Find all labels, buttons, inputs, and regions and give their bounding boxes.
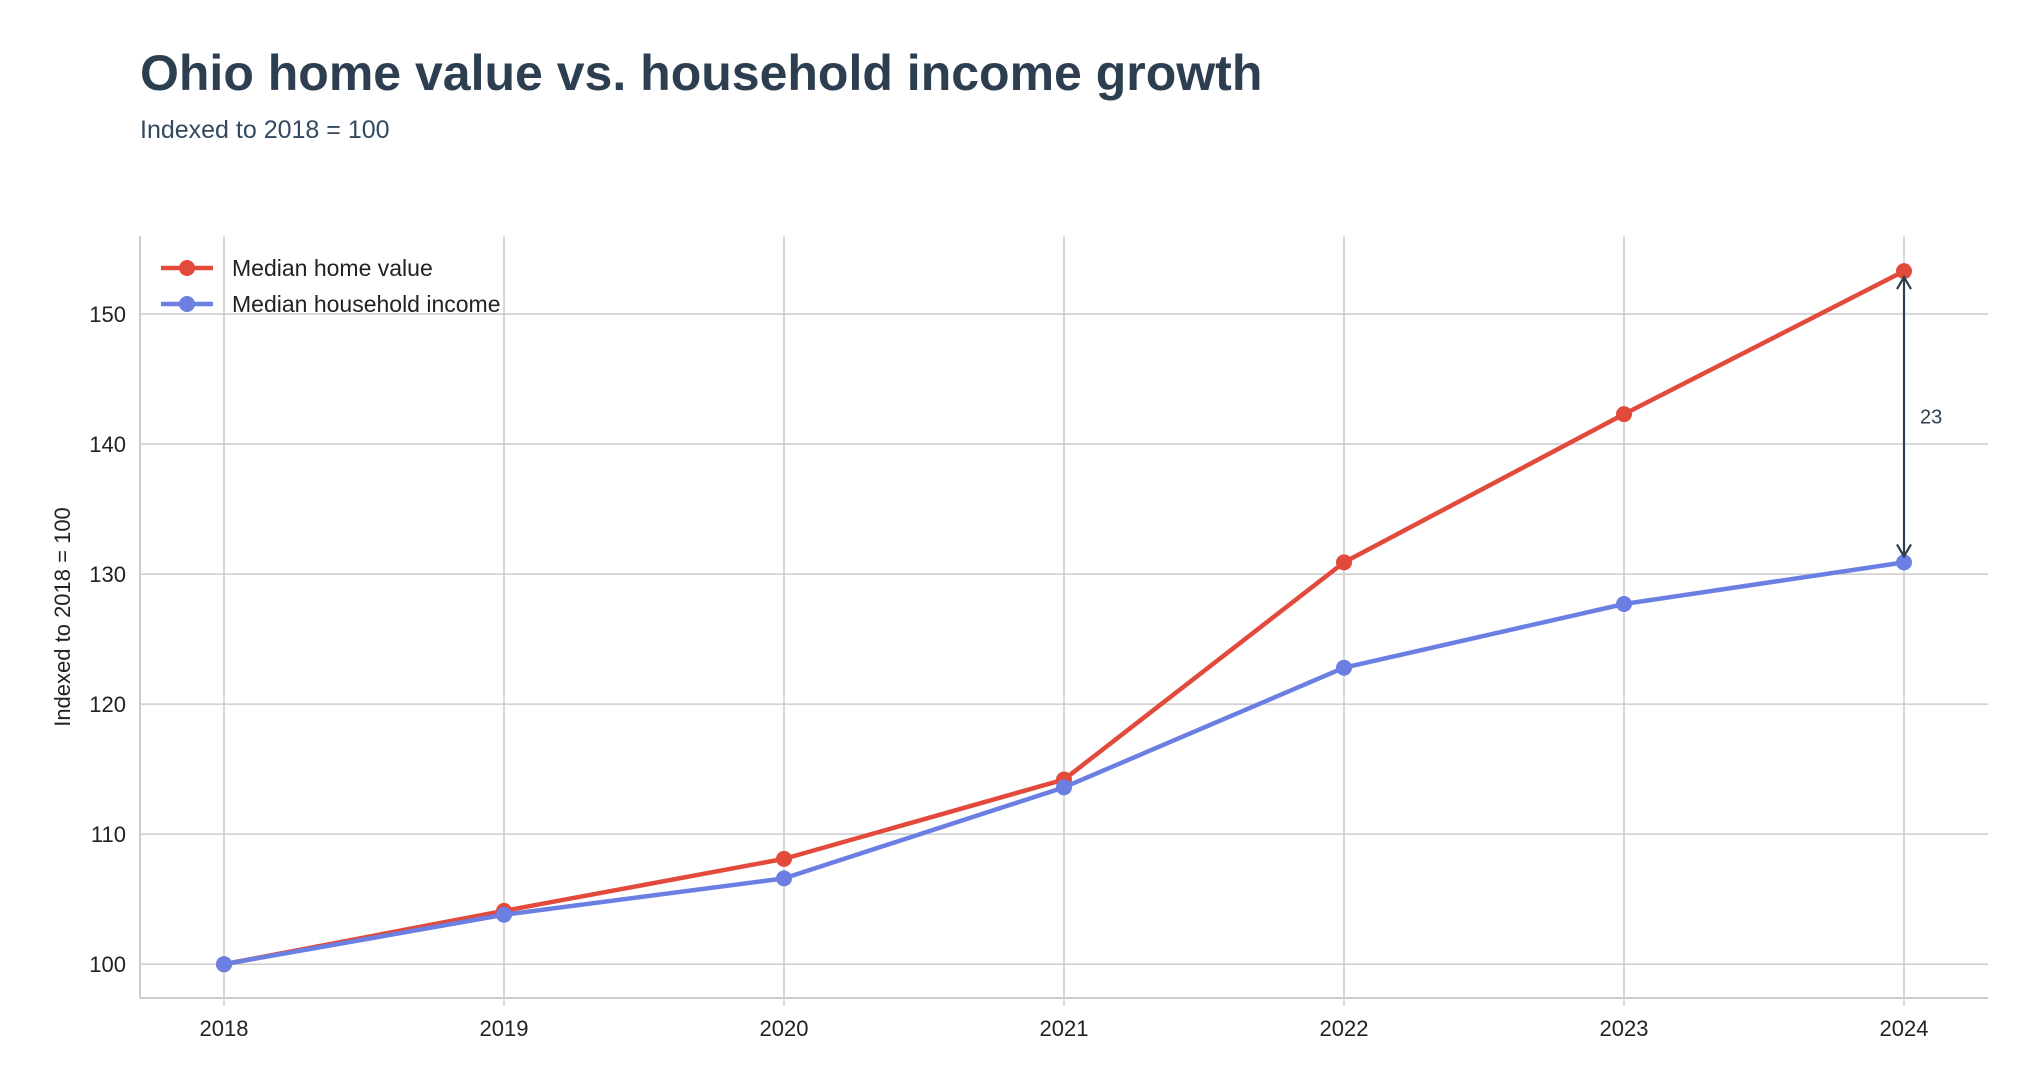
- y-tick-label: 100: [89, 952, 126, 977]
- x-tick-labels: 2018 2019 2020 2021 2022 2023 2024: [200, 1016, 1929, 1041]
- legend-swatch-marker: [179, 260, 195, 276]
- data-point: [1336, 659, 1352, 676]
- legend-item: Median household income: [161, 291, 501, 317]
- annotation-arrowhead-bottom: [1896, 543, 1912, 559]
- x-tick-label: 2020: [760, 1016, 809, 1041]
- y-tick-label: 130: [89, 562, 126, 587]
- data-point: [1896, 554, 1912, 571]
- y-tick-label: 110: [91, 822, 126, 847]
- y-tick-label: 120: [89, 692, 126, 717]
- x-tick-label: 2022: [1320, 1016, 1369, 1041]
- data-point: [776, 850, 792, 867]
- y-tick-labels: 100 110 120 130 140 150: [89, 302, 126, 977]
- annotation-label: 23: [1920, 407, 1942, 429]
- grid: [140, 236, 1988, 1006]
- legend-label: Median home value: [232, 255, 433, 281]
- series-household-income: [216, 554, 1912, 973]
- y-tick-label: 150: [89, 302, 126, 327]
- data-point: [496, 906, 512, 923]
- x-tick-label: 2019: [480, 1016, 529, 1041]
- y-axis-label: Indexed to 2018 = 100: [50, 507, 75, 727]
- data-point: [1616, 406, 1632, 423]
- x-tick-label: 2024: [1880, 1016, 1929, 1041]
- legend: Median home value Median household income: [161, 255, 501, 317]
- data-point: [1336, 554, 1352, 571]
- x-tick-label: 2023: [1600, 1016, 1649, 1041]
- x-tick-label: 2018: [200, 1016, 249, 1041]
- chart-subtitle: Indexed to 2018 = 100: [140, 116, 390, 144]
- legend-item: Median home value: [161, 255, 433, 281]
- annotation-layer: 23: [1896, 274, 1942, 559]
- annotation-arrowhead-top: [1896, 274, 1912, 290]
- legend-label: Median household income: [232, 291, 501, 317]
- series-layer: [216, 263, 1912, 973]
- data-point: [216, 956, 232, 973]
- x-tick-label: 2021: [1040, 1016, 1089, 1041]
- data-point: [776, 870, 792, 887]
- legend-swatch-marker: [179, 296, 195, 312]
- data-point: [1056, 779, 1072, 796]
- chart-title: Ohio home value vs. household income gro…: [140, 45, 1263, 101]
- axes: [139, 236, 1988, 999]
- data-point: [1896, 263, 1912, 280]
- data-point: [1616, 595, 1632, 612]
- y-tick-label: 140: [89, 432, 126, 457]
